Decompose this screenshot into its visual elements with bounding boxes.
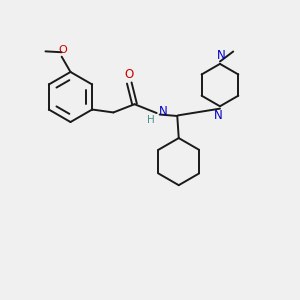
- Text: N: N: [217, 49, 226, 62]
- Text: O: O: [58, 46, 67, 56]
- Text: H: H: [148, 115, 155, 124]
- Text: N: N: [159, 105, 168, 119]
- Text: O: O: [124, 68, 133, 81]
- Text: N: N: [214, 109, 223, 122]
